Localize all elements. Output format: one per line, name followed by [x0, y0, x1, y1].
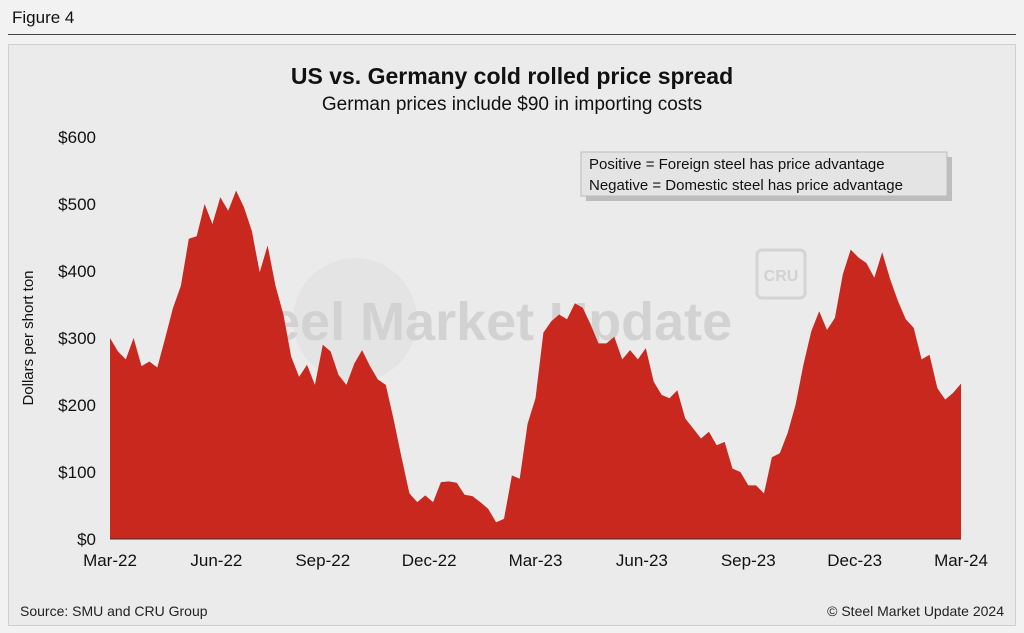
cru-logo-text: CRU	[764, 268, 799, 285]
x-tick-label: Sep-22	[295, 551, 350, 570]
watermark-text: Steel Market Update	[216, 292, 732, 352]
chart-subtitle: German prices include $90 in importing c…	[322, 94, 702, 115]
y-tick-label: $200	[58, 396, 96, 415]
x-tick-label: Jun-23	[616, 551, 668, 570]
legend-line-positive: Positive = Foreign steel has price advan…	[589, 156, 885, 173]
x-tick-label: Dec-22	[402, 551, 457, 570]
legend-background	[580, 151, 948, 197]
y-tick-label: $400	[58, 262, 96, 281]
y-tick-label: $300	[58, 329, 96, 348]
y-tick-label: $0	[77, 530, 96, 549]
x-tick-label: Sep-23	[721, 551, 776, 570]
spread-area-series	[110, 190, 961, 539]
y-tick-label: $600	[58, 128, 96, 147]
legend-box: Positive = Foreign steel has price advan…	[580, 151, 952, 201]
y-tick-label: $100	[58, 463, 96, 482]
watermark: Steel Market Update CRU	[216, 248, 807, 382]
x-tick-label: Mar-23	[509, 551, 563, 570]
y-tick-label: $500	[58, 195, 96, 214]
figure-label: Figure 4	[12, 8, 75, 27]
y-axis-label: Dollars per short ton	[20, 270, 37, 405]
legend-line-negative: Negative = Domestic steel has price adva…	[589, 177, 903, 194]
cru-logo-icon	[755, 248, 807, 300]
source-note: Source: SMU and CRU Group	[20, 603, 208, 619]
x-axis-ticks: Mar-22 Jun-22 Sep-22 Dec-22 Mar-23 Jun-23 Sep-…	[83, 551, 988, 570]
top-divider	[8, 34, 1016, 35]
x-tick-label: Dec-23	[827, 551, 882, 570]
copyright-note: © Steel Market Update 2024	[827, 603, 1004, 619]
x-tick-label: Mar-24	[934, 551, 988, 570]
x-tick-label: Jun-22	[190, 551, 242, 570]
chart-title: US vs. Germany cold rolled price spread	[291, 63, 733, 89]
x-tick-label: Mar-22	[83, 551, 137, 570]
y-axis-ticks: $0 $100 $200 $300 $400 $500 $600	[58, 128, 96, 549]
